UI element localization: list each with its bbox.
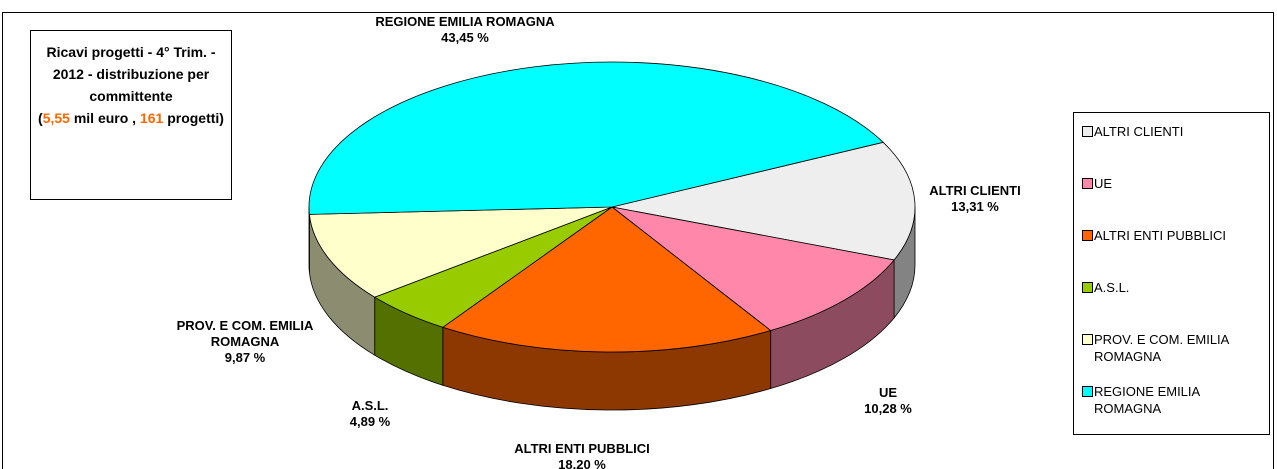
title-box: Ricavi progetti - 4° Trim. - 2012 - dist… <box>30 30 232 200</box>
data-label-category: UE <box>878 385 898 400</box>
legend-item: PROV. E COM. EMILIA ROMAGNA <box>1074 331 1269 383</box>
slice <box>308 206 613 298</box>
legend-item: UE <box>1074 175 1269 227</box>
legend-swatch <box>1082 386 1093 397</box>
legend-label: REGIONE EMILIA ROMAGNA <box>1094 384 1200 416</box>
slice <box>611 206 895 331</box>
data-label: PROV. E COM. EMILIA ROMAGNA 9,87 % <box>165 318 325 366</box>
data-label: ALTRI CLIENTI 13,31 % <box>915 183 1035 215</box>
summary-open: ( <box>38 110 43 126</box>
data-label-category: A.S.L. <box>351 398 389 413</box>
data-label-value: 43,45 % <box>441 30 489 45</box>
legend-label: ALTRI CLIENTI <box>1094 124 1184 139</box>
chart-title: Ricavi progetti - 4° Trim. - 2012 - dist… <box>46 44 216 104</box>
data-label-value: 10,28 % <box>864 401 912 416</box>
slice <box>441 206 772 353</box>
legend-swatch <box>1082 230 1093 241</box>
data-label-value: 4,89 % <box>349 414 391 429</box>
data-label-category: ALTRI CLIENTI <box>929 183 1021 198</box>
data-label-value: 13,31 % <box>951 199 999 214</box>
data-label: REGIONE EMILIA ROMAGNA 43,45 % <box>335 14 595 46</box>
legend-swatch <box>1082 126 1093 137</box>
legend-label: ALTRI ENTI PUBBLICI <box>1094 228 1226 243</box>
projects-unit: progetti) <box>167 110 224 126</box>
legend-item: A.S.L. <box>1074 279 1269 331</box>
data-label: UE 10,28 % <box>828 385 948 417</box>
slice <box>611 141 916 261</box>
revenue: 5,55 <box>42 110 70 126</box>
data-label-value: 9,87 % <box>224 350 266 365</box>
legend-label: A.S.L. <box>1094 280 1130 295</box>
legend-item: ALTRI CLIENTI <box>1074 123 1269 175</box>
data-label-category: PROV. E COM. EMILIA ROMAGNA <box>176 318 314 349</box>
data-label: A.S.L. 4,89 % <box>320 398 420 430</box>
data-label-category: ALTRI ENTI PUBBLICI <box>514 441 650 456</box>
legend-swatch <box>1082 282 1093 293</box>
data-label: ALTRI ENTI PUBBLICI 18,20 % <box>482 441 682 469</box>
legend-item: REGIONE EMILIA ROMAGNA <box>1074 383 1269 435</box>
revenue-unit: mil euro , <box>73 110 137 126</box>
legend-swatch <box>1082 178 1093 189</box>
slice <box>308 61 884 215</box>
legend-label: PROV. E COM. EMILIA ROMAGNA <box>1094 332 1229 364</box>
legend-item: ALTRI ENTI PUBBLICI <box>1074 227 1269 279</box>
legend-label: UE <box>1094 176 1113 191</box>
chart-frame <box>2 12 1274 469</box>
data-label-value: 18,20 % <box>558 457 606 469</box>
projects: 161 <box>139 110 164 126</box>
data-label-category: REGIONE EMILIA ROMAGNA <box>375 14 555 29</box>
legend: ALTRI CLIENTI UE ALTRI ENTI PUBBLICI A.S.L.… <box>1073 112 1270 435</box>
legend-swatch <box>1082 334 1093 345</box>
